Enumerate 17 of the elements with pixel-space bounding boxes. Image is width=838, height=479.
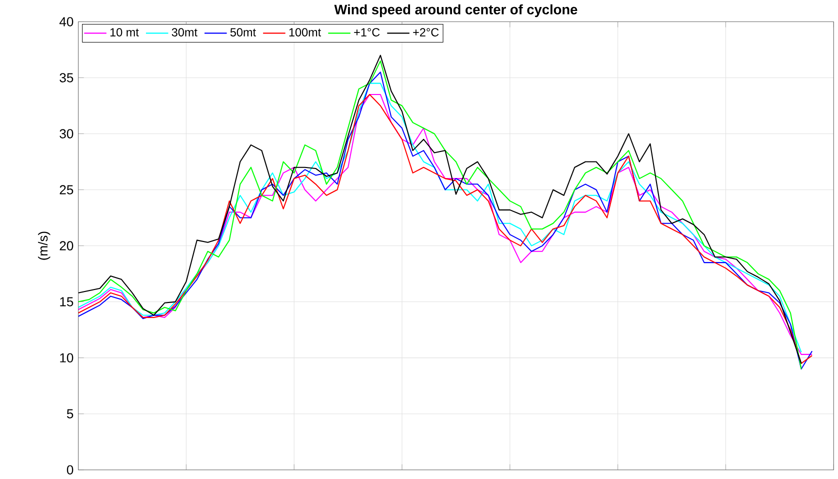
y-tick-label: 25 [60,185,74,194]
y-tick-label: 10 [60,353,74,363]
legend-label: 50mt [230,28,256,37]
y-tick-label: 15 [60,297,74,306]
legend-label: 10 mt [110,28,139,37]
legend-label: +2°C [413,28,439,37]
legend-label: +1°C [354,28,380,37]
y-axis-title: (m/s) [38,232,50,260]
legend-label: 100mt [289,28,322,37]
y-tick-label: 40 [59,17,74,26]
chart-title: Wind speed around center of cyclone [334,4,578,18]
y-tick-label: 35 [60,73,74,82]
y-tick-label: 20 [60,241,74,250]
y-tick-label: 0 [66,465,74,475]
legend-label: 30mt [172,28,198,37]
y-tick-label: 30 [60,129,74,138]
y-tick-label: 5 [66,409,74,418]
